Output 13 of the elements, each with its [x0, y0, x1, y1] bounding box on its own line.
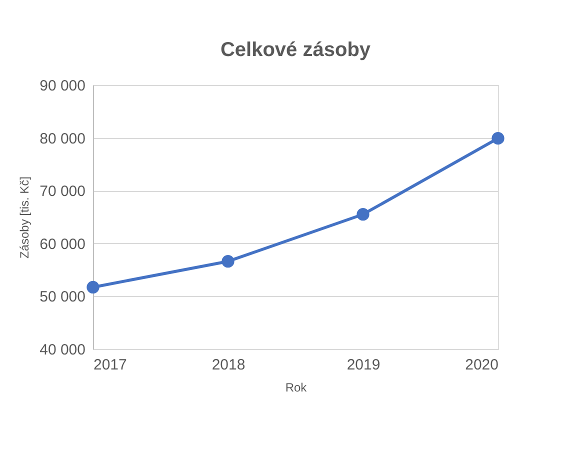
x-tick-label: 2019	[346, 356, 380, 374]
x-tick-label: 2018	[212, 356, 246, 374]
y-tick-label: 70 000	[40, 183, 86, 200]
y-axis-title: Zásoby [tis. Kč]	[18, 176, 32, 259]
chart-title: Celkové zásoby	[220, 39, 372, 61]
y-tick-label: 80 000	[40, 130, 86, 148]
y-tick-label: 60 000	[40, 236, 86, 253]
x-tick-label: 2020	[465, 356, 498, 374]
y-tick-label: 90 000	[40, 78, 86, 94]
x-axis-title: Rok	[285, 380, 308, 394]
y-tick-label: 40 000	[40, 342, 86, 358]
x-tick-label: 2017	[94, 356, 127, 374]
y-tick-label: 50 000	[40, 288, 86, 306]
